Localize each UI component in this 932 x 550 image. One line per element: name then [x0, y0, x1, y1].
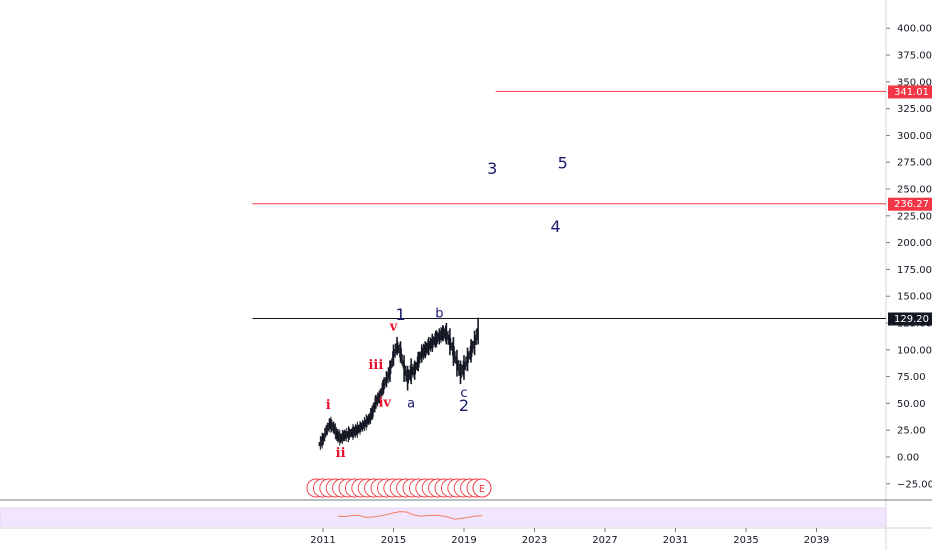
- wave-label-major: 5: [558, 154, 568, 173]
- wave-label-minor: v: [389, 320, 398, 335]
- y-axis-ticks: 400.00 375.00 350.00 325.00 300.00 275.00 250.…: [886, 24, 932, 490]
- wave-label-minor: i: [326, 398, 331, 413]
- wave-label-major: 1: [395, 305, 405, 324]
- x-tick-label: 2039: [804, 535, 829, 546]
- y-tick-label: −25.00: [897, 479, 932, 490]
- wave-label-major: 4: [551, 217, 561, 236]
- price-level-badge-label: 236.27: [894, 199, 929, 210]
- price-level-badge: [888, 85, 932, 99]
- wave-label-major: a: [407, 397, 415, 412]
- event-marker-label: E: [479, 484, 485, 495]
- y-tick-label: 150.00: [897, 292, 932, 303]
- event-marker[interactable]: [472, 478, 492, 498]
- x-tick-label: 2011: [310, 535, 335, 546]
- indicator-line: [337, 511, 483, 520]
- wave-label-minor: ii: [336, 446, 346, 461]
- indicator-pane: [337, 511, 483, 520]
- y-tick-label: 200.00: [897, 238, 932, 249]
- y-tick-label: 375.00: [897, 51, 932, 62]
- price-level-badge: [888, 312, 932, 326]
- x-tick-label: 2023: [522, 535, 547, 546]
- wave-label-minor: iv: [378, 396, 391, 411]
- y-tick-label: 325.00: [897, 104, 932, 115]
- horizontal-price-lines[interactable]: 341.01 236.27 129.20: [252, 85, 932, 326]
- wave-label-major: 2: [459, 396, 469, 415]
- price-level-badge-label: 341.01: [894, 87, 929, 98]
- indicator-band: [0, 507, 887, 527]
- price-level-badge-label: 129.20: [894, 314, 929, 325]
- y-tick-label: 100.00: [897, 345, 932, 356]
- event-markers[interactable]: E: [306, 478, 492, 498]
- x-tick-label: 2015: [381, 535, 406, 546]
- y-tick-label: 175.00: [897, 265, 932, 276]
- price-bars: [318, 317, 479, 450]
- wave-label-major: b: [435, 307, 443, 322]
- x-tick-label: 2027: [592, 535, 617, 546]
- wave-label-major: 3: [487, 159, 497, 178]
- y-tick-label: 0.00: [897, 453, 919, 464]
- y-tick-label: 250.00: [897, 185, 932, 196]
- y-tick-label: 75.00: [897, 372, 926, 383]
- y-tick-label: 350.00: [897, 77, 932, 88]
- y-tick-label: 25.00: [897, 426, 926, 437]
- y-tick-label: 300.00: [897, 131, 932, 142]
- x-tick-label: 2035: [733, 535, 758, 546]
- wave-label-minor: iii: [368, 358, 383, 373]
- wave-label-major: c: [460, 386, 467, 401]
- x-tick-label: 2031: [663, 535, 688, 546]
- x-tick-label: 2019: [451, 535, 476, 546]
- y-tick-label: 275.00: [897, 158, 932, 169]
- y-tick-label: 400.00: [897, 24, 932, 35]
- price-level-badge: [888, 197, 932, 211]
- y-tick-label: 50.00: [897, 399, 926, 410]
- x-axis-ticks: 2011 2015 2019 2023 2027 2031 2035 2039: [310, 528, 829, 546]
- y-tick-label: 225.00: [897, 211, 932, 222]
